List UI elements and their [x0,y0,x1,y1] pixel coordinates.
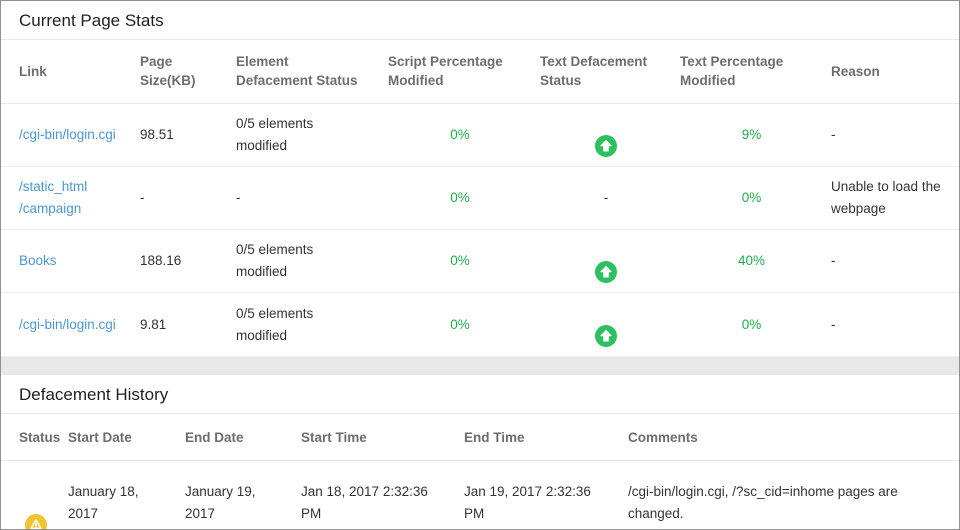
element-defacement-value: 0/5 elements modified [236,229,388,294]
history-start-time: Jan 18, 2017 2:32:36 PM [301,460,464,529]
script-percentage-value: 0% [388,103,540,167]
text-percentage-value: 9% [680,103,831,167]
text-percentage-value: 0% [680,166,831,230]
col-header-page-size: Page Size(KB) [140,40,236,104]
col-header-start-date: Start Date [68,413,185,461]
history-table-row: January 18, 2017 January 19, 2017 Jan 18… [1,460,959,529]
history-end-date: January 19, 2017 [185,460,301,529]
page-size-value: - [140,166,236,230]
defacement-history-table: Status Start Date End Date Start Time En… [1,413,959,529]
text-defacement-status-cell [540,103,680,167]
col-header-script-percentage-modified: Script Percentage Modified [388,40,540,104]
arrow-up-circle-icon [595,134,617,157]
page-link[interactable]: /cgi-bin/login.cgi [19,126,116,142]
page-link[interactable]: Books [19,253,57,269]
script-percentage-value: 0% [388,229,540,294]
col-header-start-time: Start Time [301,413,464,461]
element-defacement-value: 0/5 elements modified [236,103,388,167]
history-end-time: Jan 19, 2017 2:32:36 PM [464,460,628,529]
col-header-element-defacement-status: Element Defacement Status [236,40,388,104]
script-percentage-value: 0% [388,292,540,357]
reason-value: - [831,229,959,294]
text-defacement-status-cell [540,292,680,357]
col-header-comments: Comments [628,413,959,461]
text-percentage-value: 40% [680,229,831,294]
defacement-history-title: Defacement History [1,375,959,414]
script-percentage-value: 0% [388,166,540,230]
reason-value: - [831,103,959,167]
col-header-end-time: End Time [464,413,628,461]
stats-table-row: Books 188.16 0/5 elements modified 0% 40… [1,229,959,294]
history-header-row: Status Start Date End Date Start Time En… [1,413,959,461]
reason-value: - [831,292,959,357]
col-header-text-percentage-modified: Text Percentage Modified [680,40,831,104]
section-separator [1,356,959,375]
page-link[interactable]: /static_html /campaign [19,178,88,216]
stats-table-row: /cgi-bin/login.cgi 98.51 0/5 elements mo… [1,103,959,167]
text-defacement-status-cell: - [540,166,680,230]
page-link[interactable]: /cgi-bin/login.cgi [19,316,116,332]
current-page-stats-table: Link Page Size(KB) Element Defacement St… [1,40,959,357]
current-page-stats-title: Current Page Stats [1,1,959,40]
stats-header-row: Link Page Size(KB) Element Defacement St… [1,40,959,104]
stats-table-row: /static_html /campaign - - 0% - 0% Unabl… [1,166,959,230]
history-status-cell [1,460,68,529]
col-header-text-defacement-status: Text Defacement Status [540,40,680,104]
col-header-link: Link [1,40,140,104]
reason-value: Unable to load the webpage [831,166,959,230]
arrow-up-circle-icon [595,324,617,347]
col-header-end-date: End Date [185,413,301,461]
text-percentage-value: 0% [680,292,831,357]
warning-icon [25,514,47,529]
page-size-value: 188.16 [140,229,236,294]
page-size-value: 98.51 [140,103,236,167]
history-start-date: January 18, 2017 [68,460,185,529]
arrow-up-circle-icon [595,261,617,284]
col-header-status: Status [1,413,68,461]
stats-table-row: /cgi-bin/login.cgi 9.81 0/5 elements mod… [1,292,959,357]
text-defacement-status-cell [540,229,680,294]
history-comments: /cgi-bin/login.cgi, /?sc_cid=inhome page… [628,460,959,529]
element-defacement-value: 0/5 elements modified [236,292,388,357]
col-header-reason: Reason [831,40,959,104]
element-defacement-value: - [236,166,388,230]
page-size-value: 9.81 [140,292,236,357]
